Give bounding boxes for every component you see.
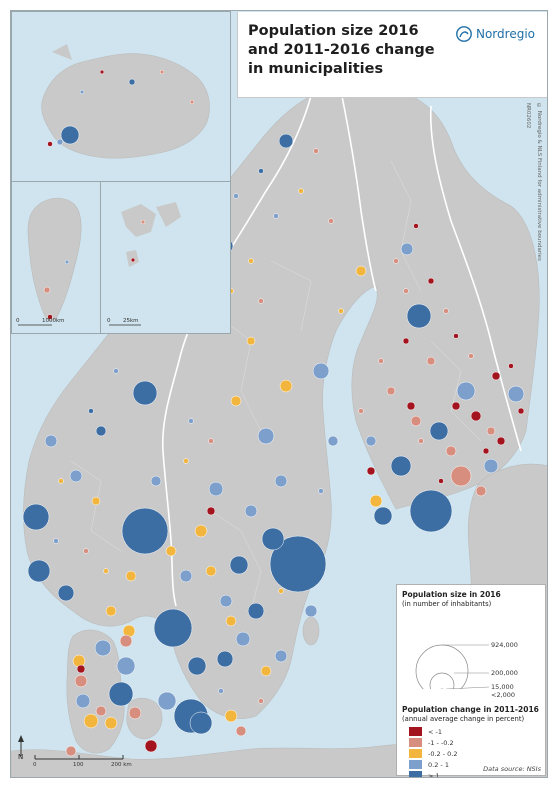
size-legend-circles — [415, 644, 490, 689]
iceland-map — [12, 12, 230, 181]
aarhus-circle — [108, 681, 134, 707]
norway-sweden-border — [161, 95, 312, 607]
gothenburg-circle — [153, 608, 193, 648]
main-scale-100: 100 — [73, 762, 84, 768]
legend-class-2: -1 - -0.2 — [409, 738, 454, 747]
swatch-2 — [409, 738, 422, 747]
zealand-land — [126, 698, 163, 740]
legend-class-5: > 1 — [409, 771, 440, 778]
finland-russia-border — [429, 105, 522, 452]
swatch-1 — [409, 727, 422, 736]
size-legend-title: Population size in 2016 — [402, 590, 501, 599]
main-scale-bar — [34, 755, 124, 760]
municipal-borders — [70, 160, 482, 612]
main-scale-200: 200 km — [111, 762, 132, 768]
swatch-5 — [409, 771, 422, 777]
oslo-circle — [121, 507, 169, 555]
greenland-inset: 0 1000km — [11, 181, 101, 334]
legend-class-3: -0.2 - 0.2 — [409, 749, 458, 758]
map-id: NR02602 — [525, 103, 531, 129]
tromso-circle — [278, 133, 294, 149]
legend-class-4: 0.2 - 1 — [409, 760, 449, 769]
svalbard-scale-end: 25km — [123, 318, 139, 324]
map-canvas: 0 1000km 0 25km Population size 2016 and… — [10, 10, 548, 778]
north-arrow-icon — [18, 735, 24, 756]
change-legend-subtitle: (annual average change in percent) — [402, 715, 525, 723]
size-label-200000: 200,000 — [491, 669, 518, 677]
linkoping-circle — [247, 602, 265, 620]
country-borders — [161, 90, 522, 607]
stavanger-circle — [27, 559, 51, 583]
stockholm-circle — [269, 535, 327, 593]
class-label-5: > 1 — [428, 771, 440, 778]
map-title: Population size 2016 and 2011-2016 chang… — [248, 23, 435, 77]
bergen-circle — [22, 503, 50, 531]
legend-class-1: < -1 — [409, 727, 442, 736]
gotland-island — [302, 616, 320, 646]
data-source: Data source: NSIs — [483, 765, 541, 773]
helsinki-circle — [409, 489, 453, 533]
brand-name: Nordregio — [475, 27, 535, 41]
uppsala-circle — [261, 527, 285, 551]
copyright-note: © Nordregio & NLS Finland for administra… — [536, 103, 542, 261]
legend-panel: Population size in 2016 (in number of in… — [396, 584, 546, 778]
size-label-2000: <2,000 — [491, 691, 516, 699]
oulu-circle — [406, 303, 432, 329]
nordregio-logo: Nordregio — [456, 26, 535, 42]
main-scale-0: 0 — [33, 762, 37, 768]
jonkoping-circle — [187, 656, 207, 676]
nordregio-logo-icon — [456, 26, 472, 42]
size-legend-subtitle: (in number of inhabitants) — [402, 600, 492, 608]
svalbard-scale-start: 0 — [107, 318, 111, 324]
iceland-inset — [11, 11, 231, 182]
greenland-map — [12, 182, 100, 333]
class-label-4: 0.2 - 1 — [428, 760, 449, 769]
svalbard-map — [101, 182, 230, 333]
svalbard-inset: 0 25km — [100, 181, 231, 334]
vasteras-circle — [229, 555, 249, 575]
greenland-scale-start: 0 — [16, 318, 20, 324]
title-panel: Population size 2016 and 2011-2016 chang… — [237, 12, 547, 98]
municipality-circles — [22, 124, 525, 757]
size-label-924000: 924,000 — [491, 641, 518, 649]
change-legend-title: Population change in 2011-2016 — [402, 705, 539, 714]
class-label-2: -1 - -0.2 — [428, 738, 454, 747]
class-label-3: -0.2 - 0.2 — [428, 749, 458, 758]
tampere-circle — [390, 455, 412, 477]
sweden-finland-border — [340, 90, 377, 292]
malmo-circle — [189, 711, 213, 735]
trondheim-circle — [132, 380, 158, 406]
turku-circle — [373, 506, 393, 526]
north-label: N — [18, 753, 24, 761]
class-label-1: < -1 — [428, 727, 442, 736]
swatch-4 — [409, 760, 422, 769]
greenland-scale-end: 1000km — [42, 318, 65, 324]
swatch-3 — [409, 749, 422, 758]
size-label-15000: 15,000 — [491, 683, 514, 691]
